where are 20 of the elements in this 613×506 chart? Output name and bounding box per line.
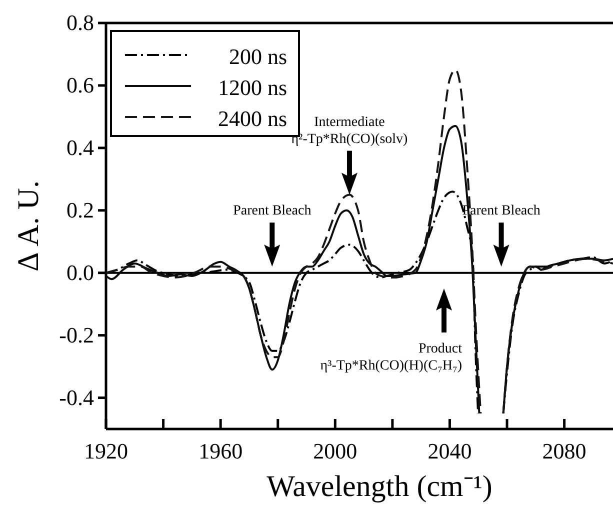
annotation: Intermediate η²-Tp*Rh(CO)(solv) bbox=[291, 114, 408, 147]
x-tick-label: 2080 bbox=[542, 438, 586, 464]
legend-label: 2400 ns bbox=[218, 106, 287, 131]
y-tick-label: 0.8 bbox=[66, 10, 94, 36]
x-axis-title: Wavelength (cm⁻¹) bbox=[266, 470, 492, 503]
y-tick-label: 0.4 bbox=[66, 134, 94, 160]
y-tick-label: 0.0 bbox=[66, 260, 94, 285]
annotation: Product η³-Tp*Rh(CO)(H)(C₇H₇) bbox=[320, 341, 462, 374]
x-tick-label: 2000 bbox=[313, 438, 358, 464]
legend-label: 1200 ns bbox=[218, 75, 287, 100]
y-axis-title: Δ A. U. bbox=[12, 180, 45, 272]
y-tick-label: 0.2 bbox=[66, 197, 94, 222]
annotation: Parent Bleach bbox=[233, 204, 312, 219]
legend-label: 200 ns bbox=[228, 44, 287, 69]
x-tick-label: 1960 bbox=[198, 438, 243, 464]
y-tick-label: -0.4 bbox=[59, 384, 94, 410]
x-tick-label: 1920 bbox=[84, 438, 128, 464]
y-tick-label: -0.2 bbox=[59, 322, 94, 348]
x-tick-label: 2040 bbox=[428, 438, 472, 464]
y-tick-label: 0.6 bbox=[66, 72, 94, 98]
